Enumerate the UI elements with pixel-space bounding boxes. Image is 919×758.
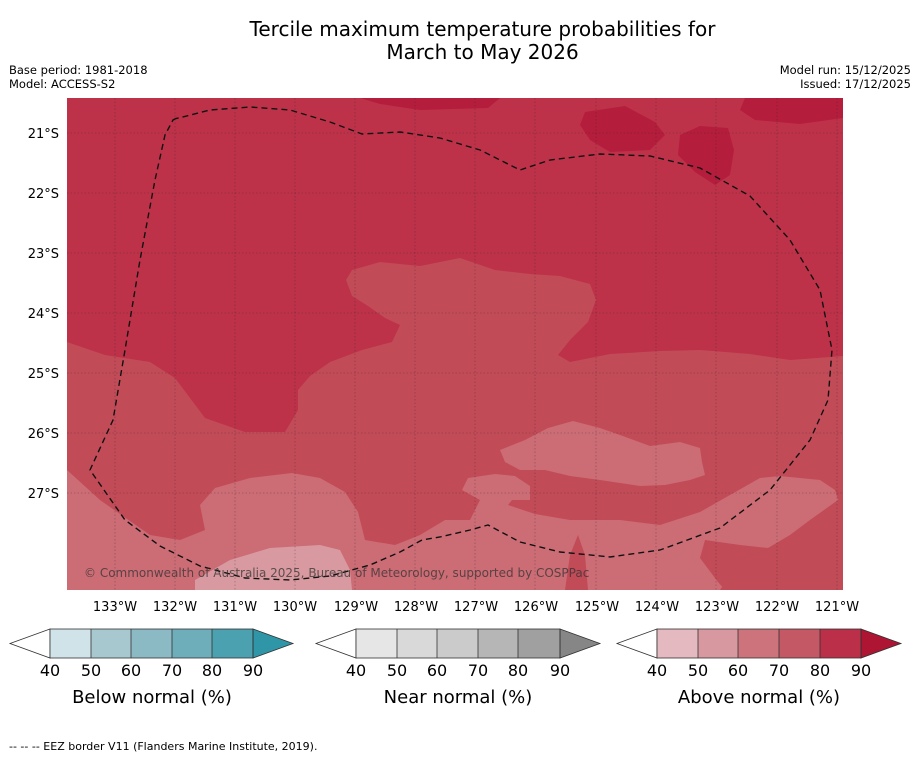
lon-label: 133°W [93,600,137,615]
lon-label: 121°W [815,600,859,615]
region-above-60 [500,421,705,486]
colorbar-above-swatch [698,629,738,658]
region-above-70-pocket [565,535,588,590]
colorbar-above-swatch [820,629,861,658]
region-above-70-edge [720,525,843,590]
colorbar-below-swatch [212,629,253,658]
colorbar-below-swatch [172,629,212,658]
region-above-90 [360,98,500,110]
lon-label: 126°W [514,600,558,615]
colorbar-tick: 70 [468,661,488,680]
colorbar-below-normal: 40 50 60 70 80 90 Below normal (%) [8,628,295,708]
lat-label: 26°S [28,427,59,442]
colorbar-above-swatch [738,629,779,658]
colorbar-below-arrow-left [8,628,51,659]
colorbar-below-swatch [50,629,91,658]
colorbar-above-swatch [779,629,820,658]
colorbar-below-arrow-right [252,628,295,659]
colorbar-below-swatch [91,629,131,658]
colorbar-tick: 70 [769,661,789,680]
region-above-50 [195,545,352,590]
lon-labels: 133°W 132°W 131°W 130°W 129°W 128°W 127°… [93,600,859,615]
colorbar-tick: 60 [728,661,748,680]
map-gridlines [67,98,843,590]
colorbar-above-arrow-right [860,628,903,659]
colorbar-near-swatch [397,629,437,658]
probability-map [67,98,843,590]
chart-title: Tercile maximum temperature probabilitie… [0,18,919,64]
model-run: Model run: 15/12/2025 [779,63,911,77]
colorbar-below-swatch [131,629,172,658]
colorbar-tick: 60 [427,661,447,680]
colorbar-near-swatch [478,629,518,658]
lat-label: 24°S [28,307,59,322]
lon-label: 122°W [755,600,799,615]
colorbar-tick: 40 [40,661,60,680]
colorbar-tick: 40 [346,661,366,680]
colorbar-tick: 50 [387,661,407,680]
lon-label: 127°W [454,600,498,615]
colorbar-tick: 80 [202,661,222,680]
lon-label: 123°W [695,600,739,615]
region-above-90 [740,98,843,124]
colorbar-above-swatch [657,629,698,658]
eez-border [89,106,833,581]
model-name: Model: ACCESS-S2 [9,77,116,91]
colorbar-label: Above normal (%) [678,687,840,708]
lon-label: 124°W [635,600,679,615]
lat-label: 27°S [28,487,59,502]
colorbar-near-arrow-right [559,628,602,659]
lat-label: 25°S [28,367,59,382]
colorbar-tick: 60 [121,661,141,680]
lon-label: 129°W [334,600,378,615]
colorbar-near-swatch [518,629,560,658]
colorbar-label: Below normal (%) [72,687,232,708]
colorbar-near-swatch [437,629,478,658]
colorbar-tick: 90 [550,661,570,680]
colorbar-tick: 70 [162,661,182,680]
lat-label: 22°S [28,187,59,202]
map-figure: 21°S 22°S 23°S 24°S 25°S 26°S 27°S 133°W… [8,98,903,708]
eez-footnote: -- -- -- EEZ border V11 (Flanders Marine… [9,740,318,753]
region-above-90 [678,126,734,185]
colorbar-tick: 90 [851,661,871,680]
colorbar-tick: 80 [810,661,830,680]
title-line-2: March to May 2026 [386,40,579,64]
issued-date: Issued: 17/12/2025 [800,77,911,91]
base-period: Base period: 1981-2018 [9,63,148,77]
lon-label: 131°W [213,600,257,615]
colorbar-tick: 50 [688,661,708,680]
lon-label: 125°W [575,600,619,615]
colorbar-tick: 90 [243,661,263,680]
meta-right: Model run: 15/12/2025 Issued: 17/12/2025 [780,63,911,91]
lat-labels: 21°S 22°S 23°S 24°S 25°S 26°S 27°S [28,127,59,502]
colorbar-near-normal: 40 50 60 70 80 90 Near normal (%) [314,628,602,708]
colorbar-near-swatch [356,629,397,658]
lon-label: 132°W [153,600,197,615]
region-above-90 [580,106,665,152]
colorbar-above-normal: 40 50 60 70 80 90 Above normal (%) [615,628,903,708]
colorbar-tick: 80 [508,661,528,680]
colorbar-near-arrow-left [314,628,357,659]
lon-label: 130°W [273,600,317,615]
lon-label: 128°W [394,600,438,615]
colorbar-tick: 50 [81,661,101,680]
colorbar-tick: 40 [647,661,667,680]
lat-label: 23°S [28,247,59,262]
colorbar-label: Near normal (%) [384,687,533,708]
title-line-1: Tercile maximum temperature probabilitie… [249,17,716,41]
lat-label: 21°S [28,127,59,142]
meta-left: Base period: 1981-2018 Model: ACCESS-S2 [9,63,148,91]
colorbar-above-arrow-left [615,628,658,659]
copyright-notice: © Commonwealth of Australia 2025, Bureau… [84,566,589,580]
